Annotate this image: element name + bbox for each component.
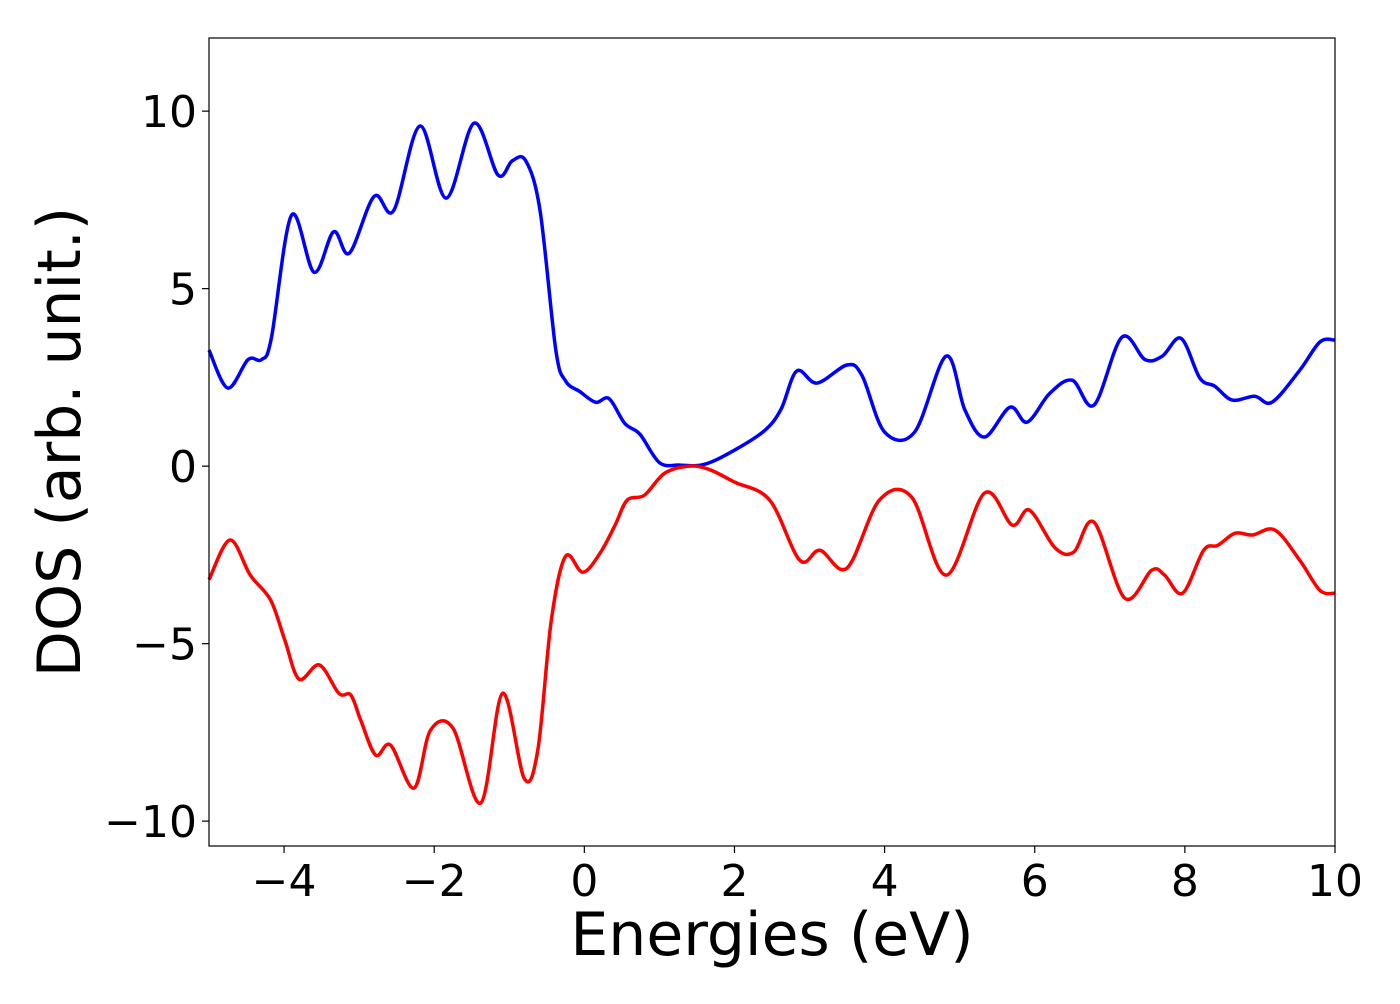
y-tick-label: 10	[141, 87, 197, 138]
ticks-layer: −4 −2 0 2 4 6 8 10 −10 −5 0 5 10	[104, 87, 1363, 907]
series-line-spin-down	[207, 464, 1336, 805]
y-tick-label: −10	[104, 797, 197, 848]
x-tick-label: 2	[720, 856, 748, 907]
y-axis-label: DOS (arb. unit.)	[25, 207, 95, 677]
plot-frame	[208, 37, 1336, 847]
y-tick-label: −5	[132, 620, 197, 671]
x-axis-label: Energies (eV)	[570, 900, 973, 970]
x-tick-label: 6	[1021, 856, 1049, 907]
y-tick-label: 5	[169, 265, 197, 316]
x-tick-label: 10	[1307, 856, 1363, 907]
x-tick-label: −2	[402, 856, 467, 907]
x-tick-label: 8	[1171, 856, 1199, 907]
x-tick-label: 0	[570, 856, 598, 907]
x-tick-label: 4	[871, 856, 899, 907]
series-layer	[207, 121, 1336, 805]
series-line-spin-up	[207, 121, 1336, 468]
y-tick-label: 0	[169, 442, 197, 493]
x-tick-label: −4	[252, 856, 317, 907]
